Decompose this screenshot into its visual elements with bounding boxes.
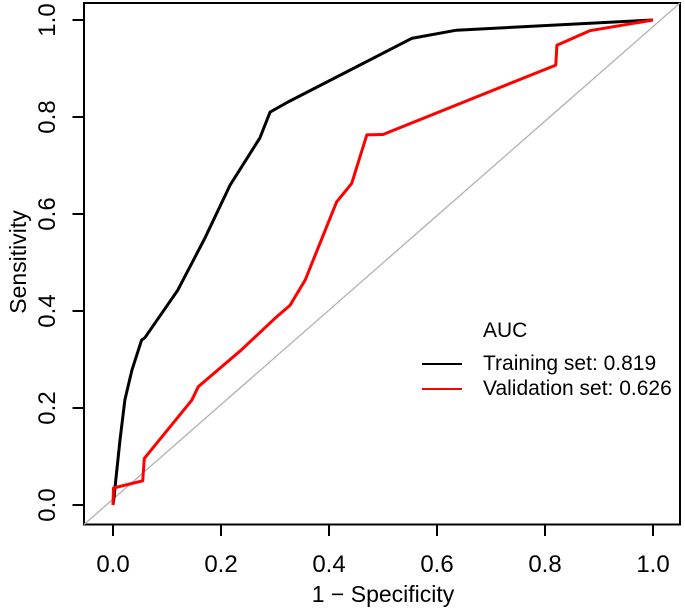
legend-row-validation: Validation set: 0.626: [422, 376, 672, 401]
legend-row-training: Training set: 0.819: [422, 351, 672, 376]
x-tick-label: 0.8: [528, 551, 561, 578]
x-tick-label: 0.6: [420, 551, 453, 578]
legend-title: AUC: [483, 319, 528, 342]
legend-label-validation: Validation set: 0.626: [483, 376, 672, 400]
training-set-roc-curve: [111, 18, 654, 506]
y-tick-label: 0.4: [34, 294, 61, 327]
y-tick-label: 0.8: [34, 100, 61, 133]
validation-line-swatch: [422, 387, 462, 390]
y-axis-title: Sensitivity: [5, 210, 31, 314]
x-tick-label: 0.4: [312, 551, 345, 578]
y-tick-label: 0.6: [34, 197, 61, 230]
x-axis-title: 1 − Specificity: [312, 581, 455, 607]
x-tick-label: 0.2: [204, 551, 237, 578]
y-tick-label: 0.2: [34, 391, 61, 424]
training-line-swatch: [422, 362, 462, 365]
x-tick-label: 0.0: [96, 551, 129, 578]
legend-label-training: Training set: 0.819: [483, 351, 657, 375]
legend: AUC Training set: 0.819 Validation set: …: [422, 318, 672, 401]
chance-diagonal-line: [83, 2, 681, 526]
chart-layer: 0.0 0.2 0.4 0.6 0.8 1.0 0.0 0.2 0.4 0.6 0.8 1.0: [34, 2, 681, 578]
y-tick-label: 1.0: [34, 3, 61, 36]
x-tick-label: 1.0: [636, 551, 669, 578]
plot-box: [83, 2, 681, 526]
validation-set-roc-curve: [111, 18, 654, 506]
y-tick-label: 0.0: [34, 488, 61, 521]
